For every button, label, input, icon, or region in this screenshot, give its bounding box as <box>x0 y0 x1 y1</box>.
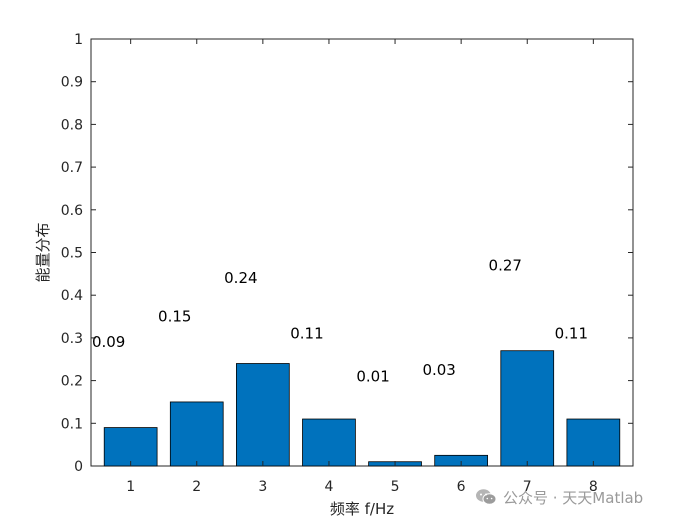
bar <box>103 427 158 467</box>
bar <box>169 401 224 467</box>
x-tick-label: 3 <box>258 479 267 495</box>
data-labels: 0.09 0.15 0.24 0.11 0.01 0.03 0.27 0.11 <box>92 256 588 385</box>
y-tick-label: 0.3 <box>61 331 83 347</box>
y-tick-label: 0.2 <box>61 374 83 390</box>
y-tick-label: 0.9 <box>61 75 83 91</box>
data-label: 0.11 <box>555 325 588 343</box>
x-axis: 1 2 3 4 5 6 7 8 <box>126 39 598 495</box>
data-label: 0.03 <box>422 361 455 379</box>
y-tick-label: 0.4 <box>61 288 83 304</box>
data-label: 0.11 <box>290 325 323 343</box>
data-label: 0.01 <box>356 367 389 385</box>
y-tick-label: 0.7 <box>61 160 83 176</box>
data-label: 0.24 <box>224 269 257 287</box>
x-tick-label: 2 <box>192 479 201 495</box>
bar <box>566 418 621 467</box>
y-tick-label: 0.6 <box>61 203 83 219</box>
watermark-text: 公众号 · 天天Matlab <box>503 488 644 507</box>
bar <box>500 350 555 467</box>
y-tick-label: 0.8 <box>61 117 83 133</box>
y-tick-label: 0.5 <box>61 246 83 262</box>
x-tick-label: 8 <box>589 479 598 495</box>
data-label: 0.15 <box>158 308 191 326</box>
x-axis-label: 频率 f/Hz <box>330 500 394 518</box>
wechat-icon <box>476 489 497 505</box>
y-tick-label: 0 <box>74 459 83 475</box>
watermark: 公众号 · 天天Matlab <box>475 484 643 510</box>
x-tick-label: 7 <box>523 479 532 495</box>
x-tick-label: 5 <box>391 479 400 495</box>
y-tick-label: 0.1 <box>61 416 83 432</box>
x-tick-label: 4 <box>324 479 333 495</box>
bar <box>302 418 356 467</box>
x-tick-label: 1 <box>126 479 135 495</box>
y-axis-label: 能量分布 <box>34 222 52 282</box>
y-tick-label: 1 <box>74 32 83 48</box>
y-axis: 0 0.1 0.2 0.3 0.4 0.5 0.6 0.7 0.8 0.9 1 <box>61 32 633 475</box>
data-label: 0.09 <box>92 333 125 351</box>
x-tick-label: 6 <box>457 479 466 495</box>
data-label: 0.27 <box>489 256 522 274</box>
bar <box>236 363 290 467</box>
